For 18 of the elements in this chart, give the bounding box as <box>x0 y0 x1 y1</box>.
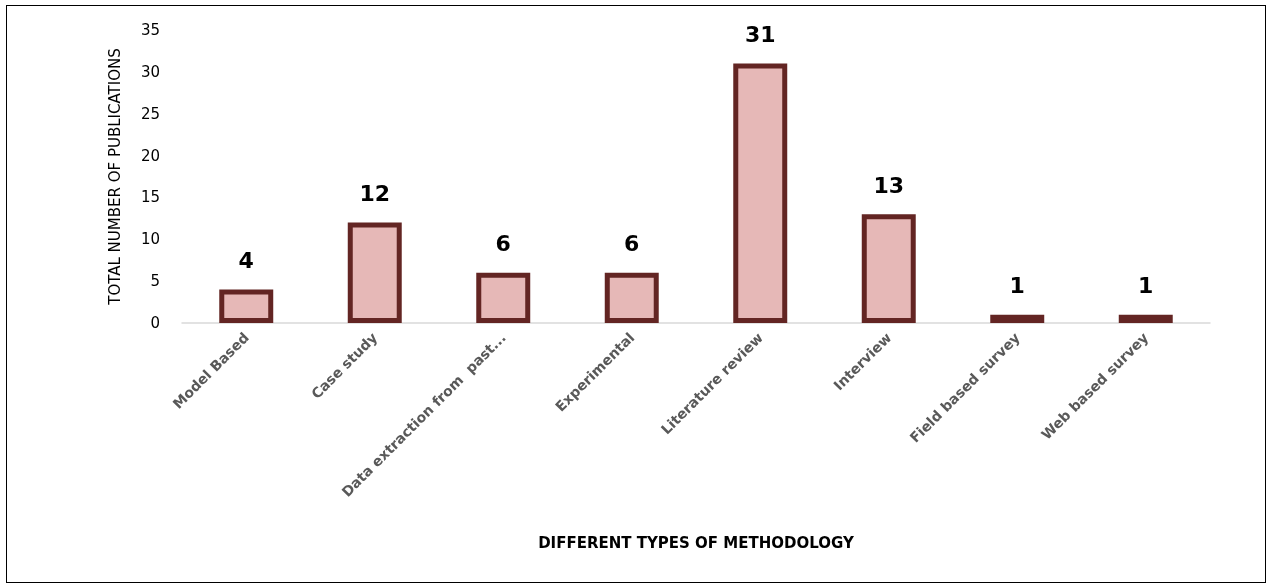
data-label: 31 <box>744 21 776 47</box>
y-tick-label: 10 <box>140 230 160 249</box>
y-tick-label: 20 <box>140 146 160 165</box>
y-tick-label: 15 <box>140 188 160 207</box>
y-tick-label: 25 <box>140 104 160 123</box>
data-label: 12 <box>359 181 391 207</box>
data-label: 1 <box>1138 273 1154 299</box>
data-label: 6 <box>495 231 511 257</box>
y-tick-label: 0 <box>150 314 160 332</box>
y-tick-label: 5 <box>150 272 160 291</box>
x-axis-title: DIFFERENT TYPES OF METHODOLOGY <box>538 533 855 552</box>
y-tick-label: 35 <box>140 21 160 39</box>
data-label: 6 <box>624 231 640 257</box>
y-axis-title: TOTAL NUMBER OF PUBLICATIONS <box>105 48 124 306</box>
y-tick-label: 30 <box>140 62 160 81</box>
data-label: 13 <box>873 172 905 198</box>
data-label: 1 <box>1009 273 1025 299</box>
data-label: 4 <box>238 248 254 274</box>
